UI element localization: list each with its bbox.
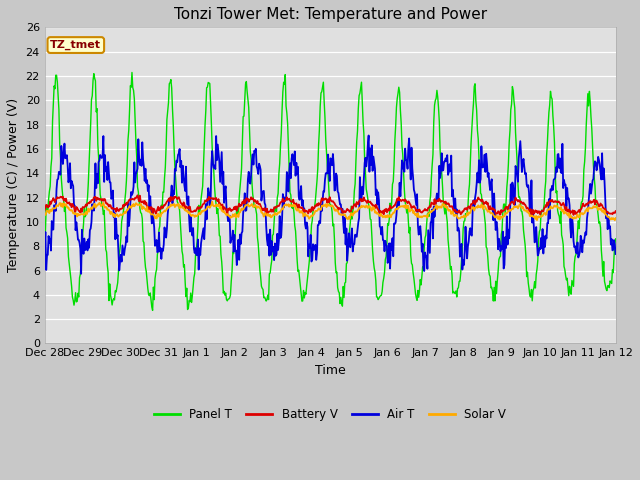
Y-axis label: Temperature (C) / Power (V): Temperature (C) / Power (V): [7, 98, 20, 273]
X-axis label: Time: Time: [315, 364, 346, 377]
Title: Tonzi Tower Met: Temperature and Power: Tonzi Tower Met: Temperature and Power: [173, 7, 486, 22]
Legend: Panel T, Battery V, Air T, Solar V: Panel T, Battery V, Air T, Solar V: [149, 403, 511, 426]
Text: TZ_tmet: TZ_tmet: [51, 40, 101, 50]
